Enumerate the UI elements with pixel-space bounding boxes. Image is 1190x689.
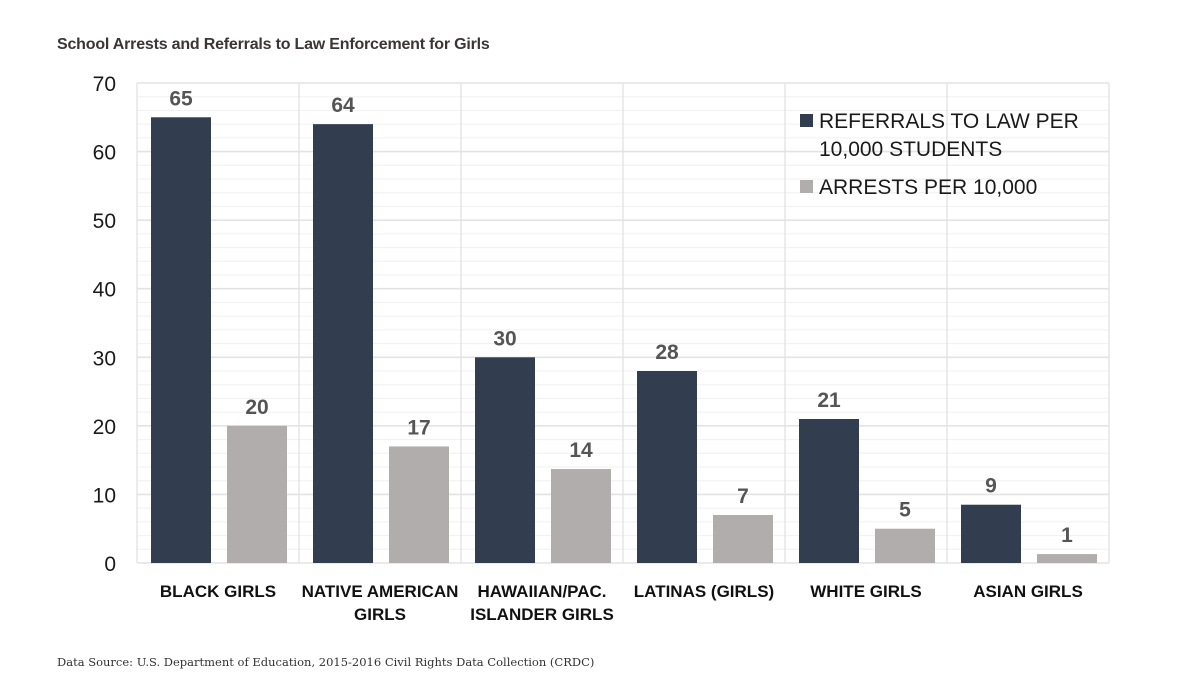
x-tick-label: ISLANDER GIRLS (470, 605, 614, 624)
value-label: 9 (985, 475, 997, 498)
y-tick-label: 70 (93, 73, 116, 96)
value-label: 7 (737, 485, 749, 508)
value-label: 21 (817, 389, 841, 412)
y-tick-label: 20 (93, 416, 116, 439)
value-label: 28 (655, 341, 679, 364)
x-tick-label: BLACK GIRLS (160, 582, 276, 601)
legend-swatch (800, 180, 813, 193)
value-label: 20 (245, 396, 268, 419)
legend: REFERRALS TO LAW PER 10,000 STUDENTS ARRES… (800, 110, 1079, 199)
bar-arrests (1037, 554, 1097, 563)
x-tick-label: WHITE GIRLS (810, 582, 921, 601)
bar-arrests (389, 446, 449, 563)
value-label: 65 (169, 87, 193, 110)
value-label: 30 (493, 327, 516, 350)
x-tick-label: GIRLS (354, 605, 406, 624)
x-tick-label: ASIAN GIRLS (973, 582, 1083, 601)
legend-label: ARRESTS PER 10,000 (819, 176, 1037, 199)
value-label: 5 (899, 499, 911, 522)
bar-referrals (313, 124, 373, 564)
value-label: 17 (407, 416, 430, 439)
legend-label: REFERRALS TO LAW PER (819, 110, 1079, 133)
bar-referrals (151, 117, 211, 564)
x-axis-labels: BLACK GIRLS NATIVE AMERICAN GIRLS HAWAIIAN/… (160, 582, 1083, 624)
grid (136, 82, 1110, 564)
bar-arrests (875, 528, 935, 563)
bar-referrals (961, 504, 1021, 563)
y-tick-label: 50 (93, 210, 116, 233)
bar-arrests (713, 515, 773, 563)
bar-arrests (227, 425, 287, 563)
value-label: 1 (1061, 524, 1073, 547)
x-tick-label: HAWAIIAN/PAC. (477, 582, 606, 601)
bars (151, 117, 1097, 564)
y-tick-label: 40 (93, 279, 116, 302)
y-tick-label: 60 (93, 142, 116, 165)
legend-label: 10,000 STUDENTS (819, 138, 1002, 161)
chart-title: School Arrests and Referrals to Law Enfo… (57, 36, 490, 53)
bar-referrals (637, 371, 697, 563)
bar-referrals (799, 419, 859, 563)
value-label: 14 (569, 439, 593, 462)
y-axis-ticks: 0 10 20 30 40 50 60 70 (93, 73, 116, 576)
value-label: 64 (331, 94, 355, 117)
x-tick-label: LATINAS (GIRLS) (634, 582, 774, 601)
y-tick-label: 30 (93, 347, 116, 370)
y-tick-label: 10 (93, 484, 116, 507)
bar-arrests (551, 469, 611, 563)
data-source-note: Data Source: U.S. Department of Educatio… (57, 655, 595, 669)
legend-swatch (800, 114, 813, 127)
x-tick-label: NATIVE AMERICAN (302, 582, 459, 601)
bar-referrals (475, 357, 535, 563)
value-labels: 65 64 30 28 21 9 20 17 14 7 5 1 (169, 87, 1073, 547)
y-tick-label: 0 (104, 553, 116, 576)
